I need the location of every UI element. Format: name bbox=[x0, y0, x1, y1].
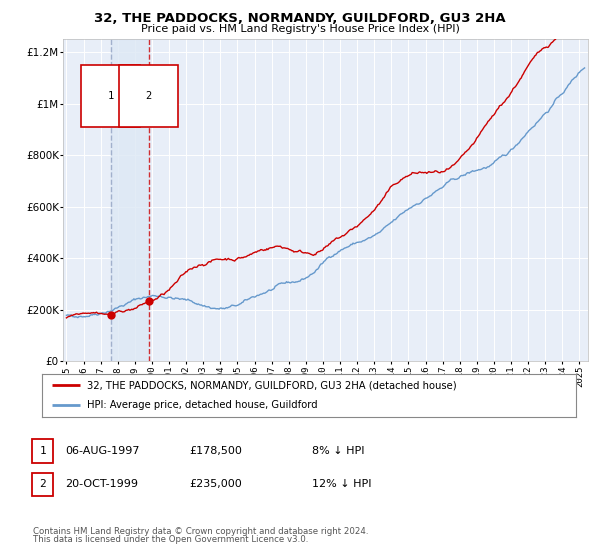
Text: 8% ↓ HPI: 8% ↓ HPI bbox=[312, 446, 365, 456]
Text: 06-AUG-1997: 06-AUG-1997 bbox=[65, 446, 139, 456]
Text: 20-OCT-1999: 20-OCT-1999 bbox=[65, 479, 138, 489]
Text: 1: 1 bbox=[107, 91, 113, 101]
Bar bbox=[110, 39, 149, 361]
Text: 2: 2 bbox=[39, 479, 46, 489]
Text: 32, THE PADDOCKS, NORMANDY, GUILDFORD, GU3 2HA: 32, THE PADDOCKS, NORMANDY, GUILDFORD, G… bbox=[94, 12, 506, 25]
Text: £235,000: £235,000 bbox=[189, 479, 242, 489]
Text: 32, THE PADDOCKS, NORMANDY, GUILDFORD, GU3 2HA (detached house): 32, THE PADDOCKS, NORMANDY, GUILDFORD, G… bbox=[88, 380, 457, 390]
Text: Contains HM Land Registry data © Crown copyright and database right 2024.: Contains HM Land Registry data © Crown c… bbox=[33, 527, 368, 536]
Text: Price paid vs. HM Land Registry's House Price Index (HPI): Price paid vs. HM Land Registry's House … bbox=[140, 24, 460, 34]
Text: 1: 1 bbox=[39, 446, 46, 456]
Text: 12% ↓ HPI: 12% ↓ HPI bbox=[312, 479, 371, 489]
Text: This data is licensed under the Open Government Licence v3.0.: This data is licensed under the Open Gov… bbox=[33, 535, 308, 544]
Text: 2: 2 bbox=[145, 91, 152, 101]
Text: HPI: Average price, detached house, Guildford: HPI: Average price, detached house, Guil… bbox=[88, 400, 318, 410]
Text: £178,500: £178,500 bbox=[189, 446, 242, 456]
